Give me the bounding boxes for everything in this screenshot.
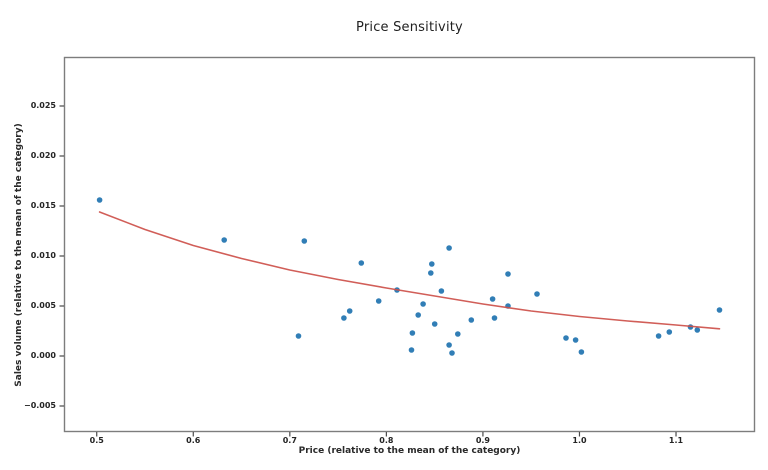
x-tick-label: 1.1: [668, 436, 684, 445]
data-point: [428, 270, 434, 276]
y-tick-label: −0.005: [23, 401, 56, 410]
data-point: [449, 350, 455, 356]
data-point: [694, 327, 701, 333]
y-tick-label: 0.005: [30, 301, 56, 310]
data-point: [666, 329, 673, 335]
data-point: [491, 315, 498, 321]
data-point: [655, 333, 662, 339]
x-tick-label: 1.0: [572, 436, 587, 445]
data-point: [375, 298, 382, 304]
data-point: [431, 321, 438, 327]
y-tick-label: 0.010: [30, 251, 56, 260]
x-tick-label: 0.8: [379, 436, 394, 445]
y-tick-label: 0.025: [30, 101, 56, 110]
data-point: [446, 245, 452, 251]
data-point: [295, 333, 302, 339]
x-tick-label: 0.6: [186, 436, 201, 445]
axes-frame: [63, 56, 756, 433]
data-point: [534, 291, 540, 297]
x-axis-label: Price (relative to the mean of the categ…: [298, 446, 521, 456]
data-point: [438, 288, 445, 294]
data-point: [221, 237, 227, 243]
data-point: [446, 342, 452, 348]
data-point: [716, 307, 723, 313]
data-point: [505, 271, 511, 277]
data-point: [489, 296, 496, 302]
x-tick-label: 0.5: [89, 436, 104, 445]
y-tick-label: 0.015: [30, 201, 56, 210]
x-tick-label: 0.9: [475, 436, 490, 445]
data-point: [563, 335, 569, 341]
trend-line: [98, 211, 721, 330]
data-point: [415, 312, 422, 318]
data-point: [429, 261, 435, 267]
data-point: [420, 301, 426, 307]
data-point: [572, 337, 579, 343]
data-point: [346, 308, 353, 314]
y-tick-label: 0.020: [30, 151, 56, 160]
data-point: [408, 347, 415, 353]
data-point: [578, 349, 585, 355]
data-point: [358, 260, 365, 266]
data-point: [96, 197, 103, 203]
data-point: [468, 317, 475, 323]
data-point: [341, 315, 347, 321]
chart-title: Price Sensitivity: [356, 20, 463, 35]
data-point: [455, 331, 461, 337]
y-tick-label: 0.000: [30, 351, 56, 360]
x-tick-label: 0.7: [282, 436, 297, 445]
data-point: [301, 238, 308, 244]
data-point: [409, 330, 416, 336]
